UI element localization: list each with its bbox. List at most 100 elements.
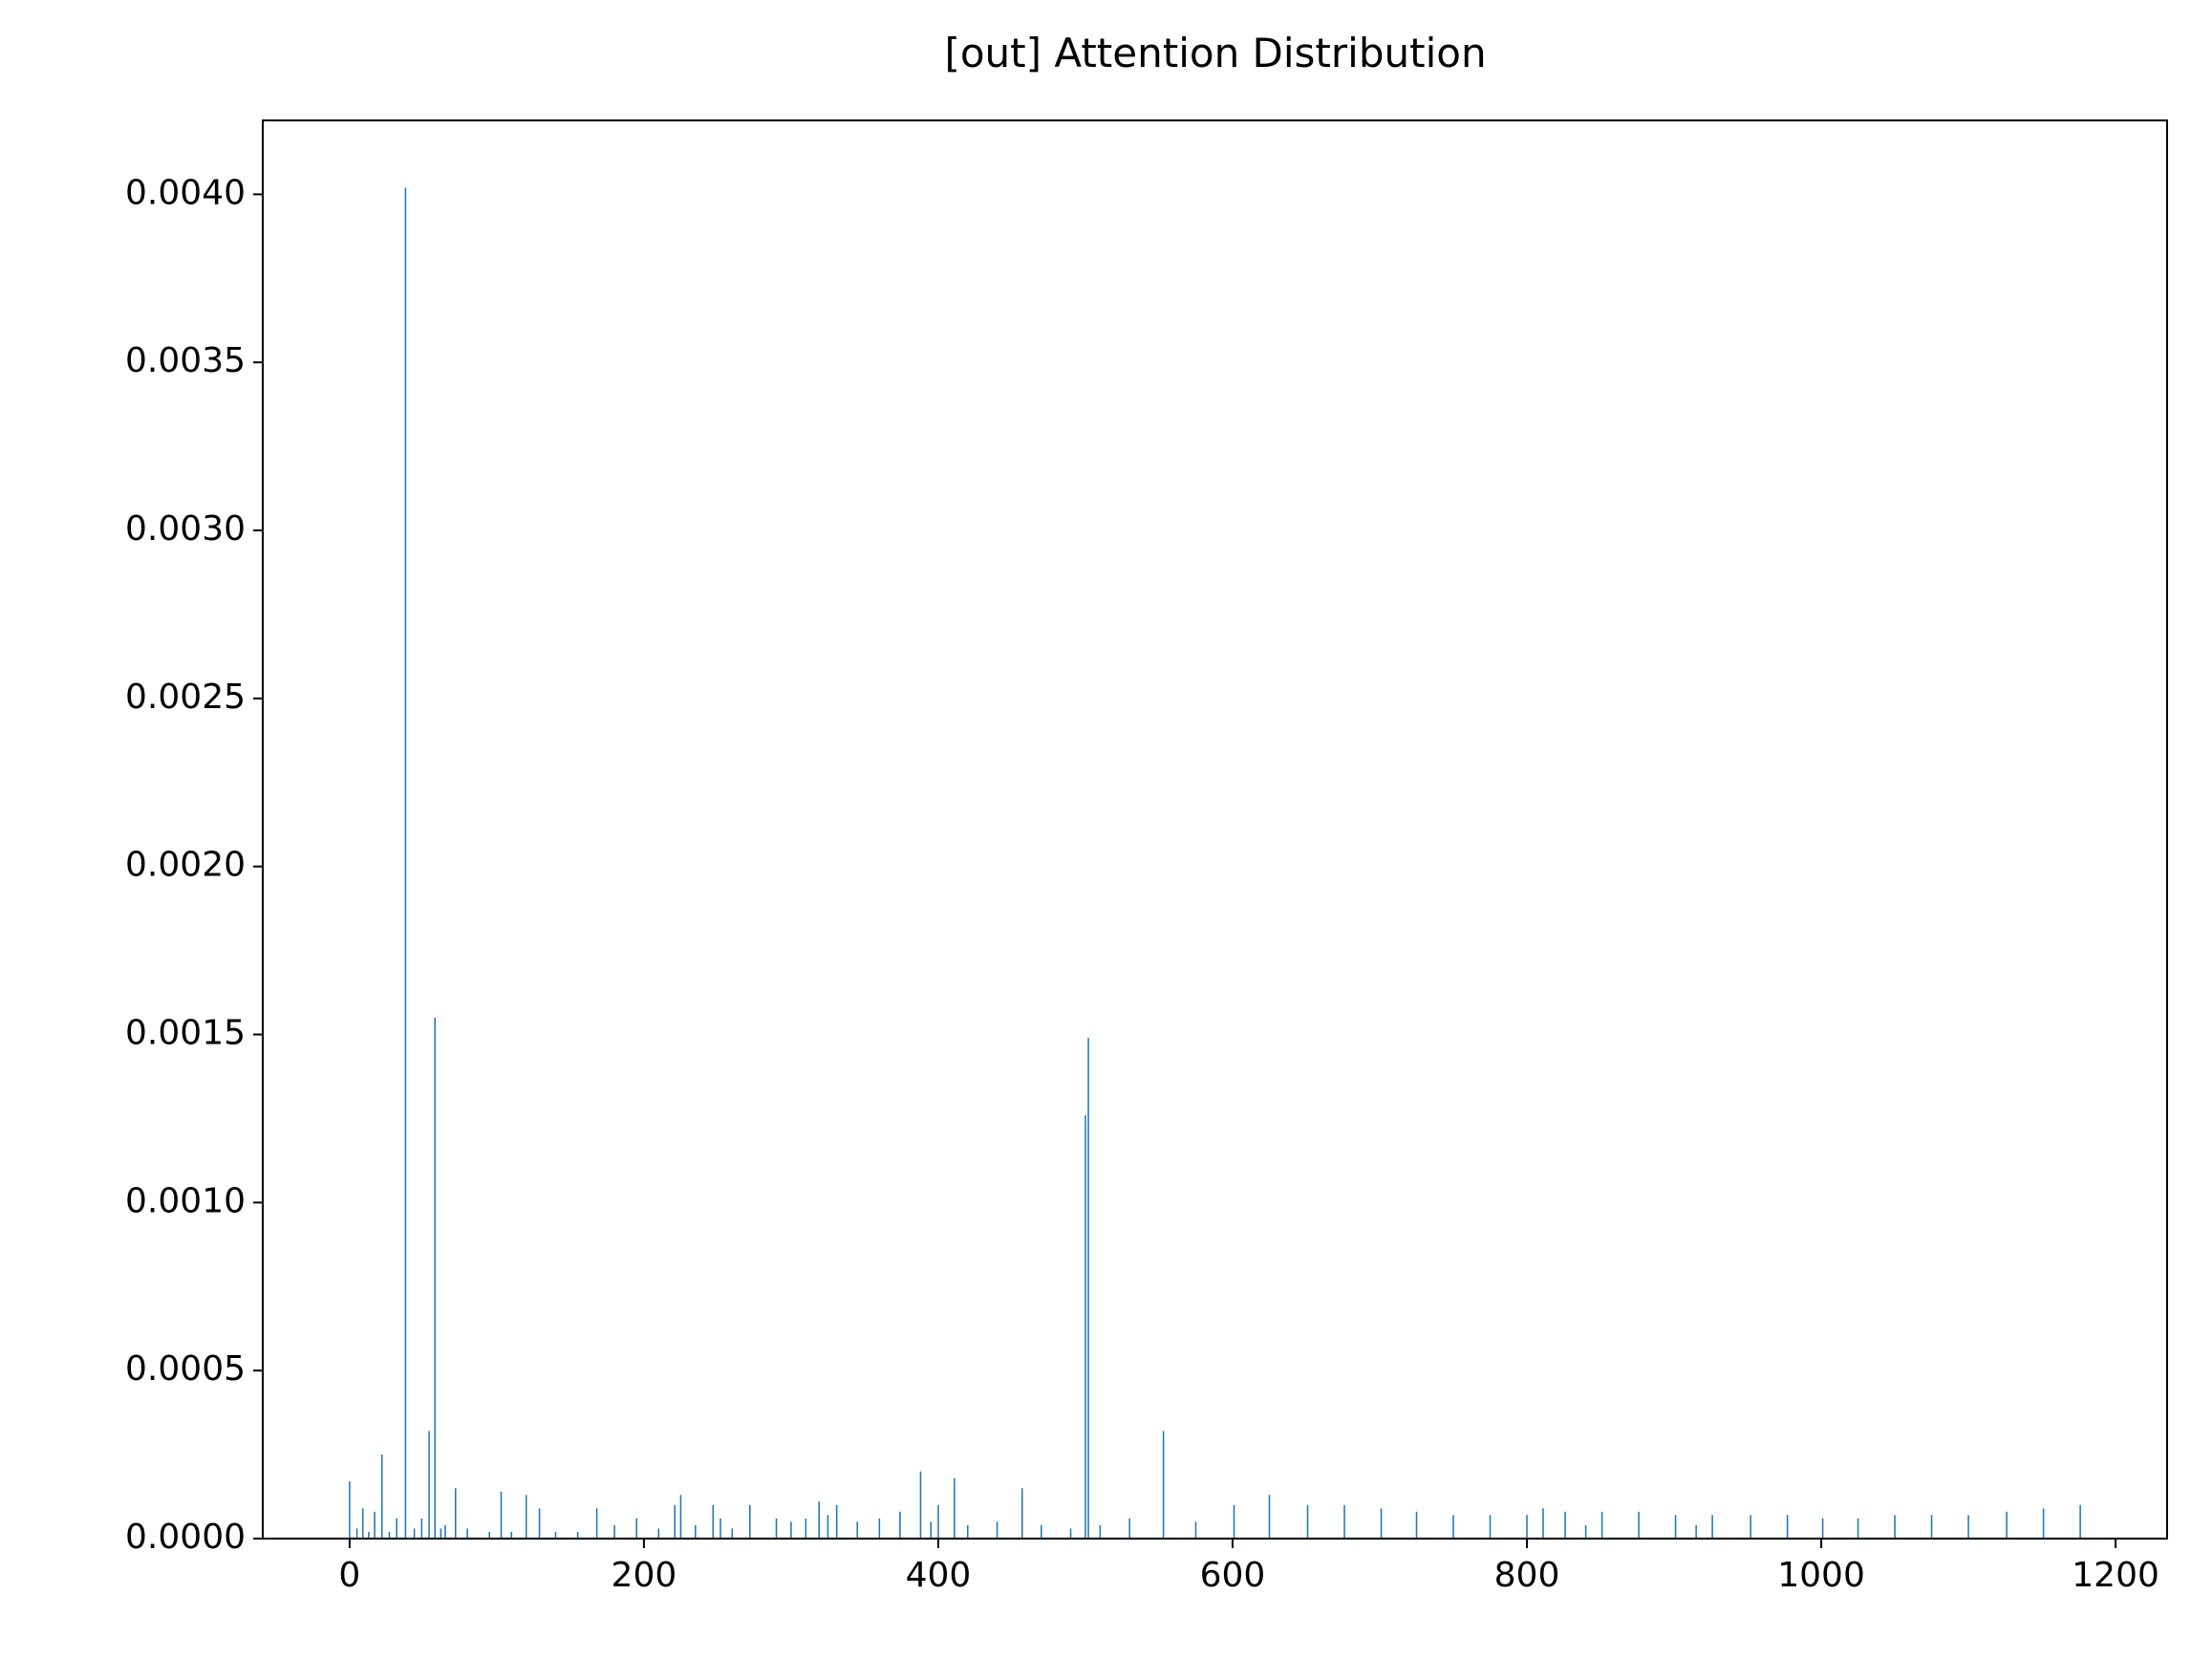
bar (1306, 1504, 1309, 1539)
bar (444, 1524, 446, 1539)
bar (695, 1524, 697, 1539)
y-tick-label: 0.0025 (125, 678, 246, 717)
bar (899, 1511, 901, 1539)
bar (466, 1528, 468, 1539)
bar (388, 1531, 391, 1539)
bar (856, 1521, 859, 1539)
bar (613, 1524, 615, 1539)
bar (996, 1521, 999, 1539)
chart-title: [out] Attention Distribution (944, 30, 1486, 76)
bar (1040, 1524, 1042, 1539)
y-tick-label: 0.0030 (125, 509, 246, 549)
bar (775, 1518, 778, 1539)
bar (374, 1511, 376, 1539)
bar (966, 1524, 969, 1539)
bar (1857, 1518, 1859, 1539)
bar (1194, 1521, 1197, 1539)
plot-frame (262, 119, 2168, 1540)
y-tick-label: 0.0040 (125, 173, 246, 212)
bar (679, 1495, 682, 1539)
x-tick-label: 400 (906, 1556, 972, 1595)
x-tick-label: 800 (1494, 1556, 1560, 1595)
bar (500, 1491, 503, 1539)
bar (404, 187, 407, 1539)
x-tick-label: 600 (1200, 1556, 1266, 1595)
bar (1069, 1528, 1072, 1539)
bar (1087, 1038, 1089, 1539)
bar (1489, 1515, 1492, 1539)
bar (1542, 1508, 1544, 1539)
bar (361, 1508, 364, 1539)
bar (428, 1431, 430, 1539)
bar (1020, 1488, 1023, 1539)
bar (595, 1508, 598, 1539)
bar (525, 1495, 527, 1539)
bar (1128, 1518, 1130, 1539)
x-tick-label: 200 (612, 1556, 677, 1595)
bar (1600, 1511, 1603, 1539)
bar (1894, 1515, 1896, 1539)
bar (749, 1504, 751, 1539)
bar (1233, 1504, 1235, 1539)
bar (349, 1481, 351, 1539)
bar (2079, 1504, 2081, 1539)
y-tick-label: 0.0005 (125, 1349, 246, 1389)
bar (1930, 1515, 1933, 1539)
bar (1099, 1524, 1102, 1539)
bar (657, 1528, 660, 1539)
bar (1380, 1508, 1383, 1539)
bar (674, 1504, 676, 1539)
x-tick-label: 1200 (2072, 1556, 2159, 1595)
bar (919, 1471, 922, 1539)
bar (576, 1531, 579, 1539)
bar (1967, 1515, 1969, 1539)
bar (1674, 1515, 1677, 1539)
bar (454, 1488, 457, 1539)
bar (440, 1528, 442, 1539)
bar (1415, 1511, 1418, 1539)
bar (930, 1521, 933, 1539)
bar (538, 1508, 541, 1539)
bar (835, 1504, 838, 1539)
bar (1695, 1524, 1697, 1539)
y-tick-label: 0.0020 (125, 846, 246, 885)
bar (1584, 1524, 1587, 1539)
bar (635, 1518, 637, 1539)
bar (1526, 1515, 1528, 1539)
bar (712, 1504, 715, 1539)
bar (396, 1518, 397, 1539)
bar (488, 1531, 490, 1539)
bar (878, 1518, 881, 1539)
bar (2042, 1508, 2045, 1539)
bar (368, 1531, 370, 1539)
bar (1786, 1515, 1789, 1539)
bar (719, 1518, 721, 1539)
x-tick-label: 1000 (1777, 1556, 1865, 1595)
bar (1452, 1515, 1454, 1539)
bar (554, 1531, 557, 1539)
bar (731, 1528, 734, 1539)
bar (1343, 1504, 1345, 1539)
bar (1821, 1518, 1824, 1539)
bar (1085, 1114, 1086, 1539)
bar (1711, 1515, 1713, 1539)
bar (1162, 1431, 1165, 1539)
y-tick-label: 0.0010 (125, 1181, 246, 1220)
bar (1638, 1511, 1640, 1539)
bar (510, 1531, 513, 1539)
bar (434, 1017, 436, 1539)
bar (827, 1515, 829, 1539)
bar (420, 1518, 423, 1539)
bar (413, 1528, 416, 1539)
y-tick-label: 0.0000 (125, 1518, 246, 1557)
bar (790, 1521, 792, 1539)
x-tick-label: 0 (338, 1556, 360, 1595)
bar (355, 1528, 358, 1539)
bar (1564, 1511, 1566, 1539)
bar (1750, 1515, 1751, 1539)
bar (818, 1501, 820, 1539)
bar (2006, 1511, 2008, 1539)
bar (1268, 1495, 1271, 1539)
bar (380, 1454, 383, 1539)
